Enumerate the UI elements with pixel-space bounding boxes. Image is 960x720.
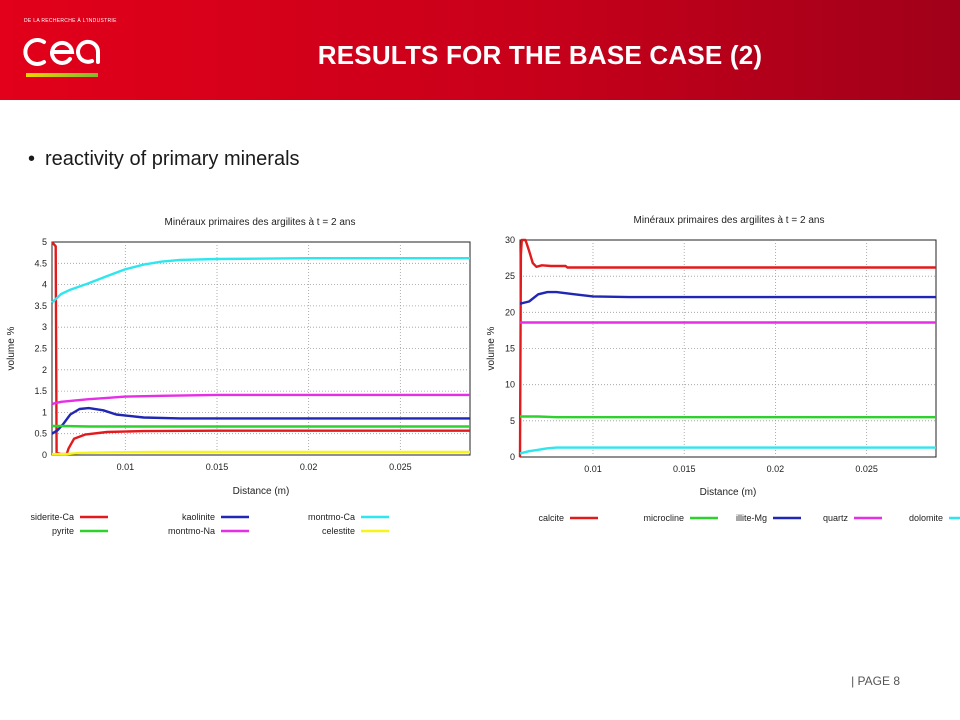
series-line-pyrite xyxy=(52,424,470,428)
y-tick-label: 5 xyxy=(510,416,515,426)
legend-label-quartz: quartz xyxy=(823,513,849,523)
series-line-montmo-Ca xyxy=(51,257,470,304)
series-line-calcite xyxy=(518,238,936,458)
legend-label-dolomite: dolomite xyxy=(909,513,943,523)
legend-label-illite-Mg: illite-Mg xyxy=(736,513,767,523)
y-tick-label: 20 xyxy=(505,307,515,317)
y-tick-label: 1.5 xyxy=(34,386,47,396)
y-tick-label: 1 xyxy=(42,407,47,417)
y-tick-label: 0.5 xyxy=(34,429,47,439)
header-banner: DE LA RECHERCHE À L'INDUSTRIE RESULTS FO… xyxy=(0,0,960,100)
chart-right: Minéraux primaires des argilites à t = 2… xyxy=(486,215,960,523)
y-axis-label: volume % xyxy=(486,326,497,370)
y-tick-label: 4.5 xyxy=(34,258,47,268)
series-line-celestite xyxy=(52,450,470,456)
x-axis-label: Distance (m) xyxy=(233,486,290,497)
logo-tagline: DE LA RECHERCHE À L'INDUSTRIE xyxy=(24,18,117,24)
chart-title: Minéraux primaires des argilites à t = 2… xyxy=(634,215,825,226)
x-tick-label: 0.01 xyxy=(584,464,602,474)
x-tick-label: 0.025 xyxy=(855,464,878,474)
legend-label-montmo-Na: montmo-Na xyxy=(168,526,215,536)
y-tick-label: 0 xyxy=(42,450,47,460)
cea-logo xyxy=(23,38,101,77)
x-tick-label: 0.015 xyxy=(206,462,229,472)
y-axis-label: volume % xyxy=(6,326,17,370)
page-title: RESULTS FOR THE BASE CASE (2) xyxy=(317,40,763,70)
chart-title: Minéraux primaires des argilites à t = 2… xyxy=(165,217,356,228)
series-line-kaolinite xyxy=(51,406,470,435)
y-tick-label: 10 xyxy=(505,380,515,390)
y-tick-label: 2 xyxy=(42,365,47,375)
series-line-siderite-Ca xyxy=(51,241,470,456)
y-tick-label: 0 xyxy=(510,452,515,462)
legend-label-celestite: celestite xyxy=(322,526,355,536)
x-tick-label: 0.02 xyxy=(767,464,785,474)
y-tick-label: 15 xyxy=(505,344,515,354)
series-group xyxy=(518,238,936,458)
x-axis-label: Distance (m) xyxy=(700,487,757,498)
series-group xyxy=(51,241,470,456)
x-tick-label: 0.015 xyxy=(673,464,696,474)
legend-label-kaolinite: kaolinite xyxy=(182,512,215,522)
bullet-text: reactivity of primary minerals xyxy=(45,148,300,170)
y-tick-label: 4 xyxy=(42,280,47,290)
series-line-dolomite xyxy=(519,446,936,455)
y-tick-label: 3.5 xyxy=(34,301,47,311)
x-tick-label: 0.01 xyxy=(117,462,135,472)
series-line-microcline xyxy=(520,415,936,419)
legend-label-calcite: calcite xyxy=(538,513,564,523)
legend-label-siderite-Ca: siderite-Ca xyxy=(30,512,74,522)
bullet-item: • reactivity of primary minerals xyxy=(28,148,300,171)
y-tick-label: 2.5 xyxy=(34,344,47,354)
y-tick-label: 25 xyxy=(505,271,515,281)
series-line-montmo-Na xyxy=(51,393,470,406)
x-tick-label: 0.025 xyxy=(389,462,412,472)
y-tick-label: 30 xyxy=(505,235,515,245)
chart-left: Minéraux primaires des argilites à t = 2… xyxy=(6,217,471,536)
y-tick-label: 5 xyxy=(42,237,47,247)
bullet-dot: • xyxy=(28,148,36,170)
series-line-illite-Mg xyxy=(519,290,936,305)
legend-label-montmo-Ca: montmo-Ca xyxy=(308,512,355,522)
y-tick-label: 3 xyxy=(42,322,47,332)
legend-label-pyrite: pyrite xyxy=(52,526,74,536)
page-number: | PAGE 8 xyxy=(851,674,900,688)
x-tick-label: 0.02 xyxy=(300,462,318,472)
legend-label-microcline: microcline xyxy=(643,513,684,523)
